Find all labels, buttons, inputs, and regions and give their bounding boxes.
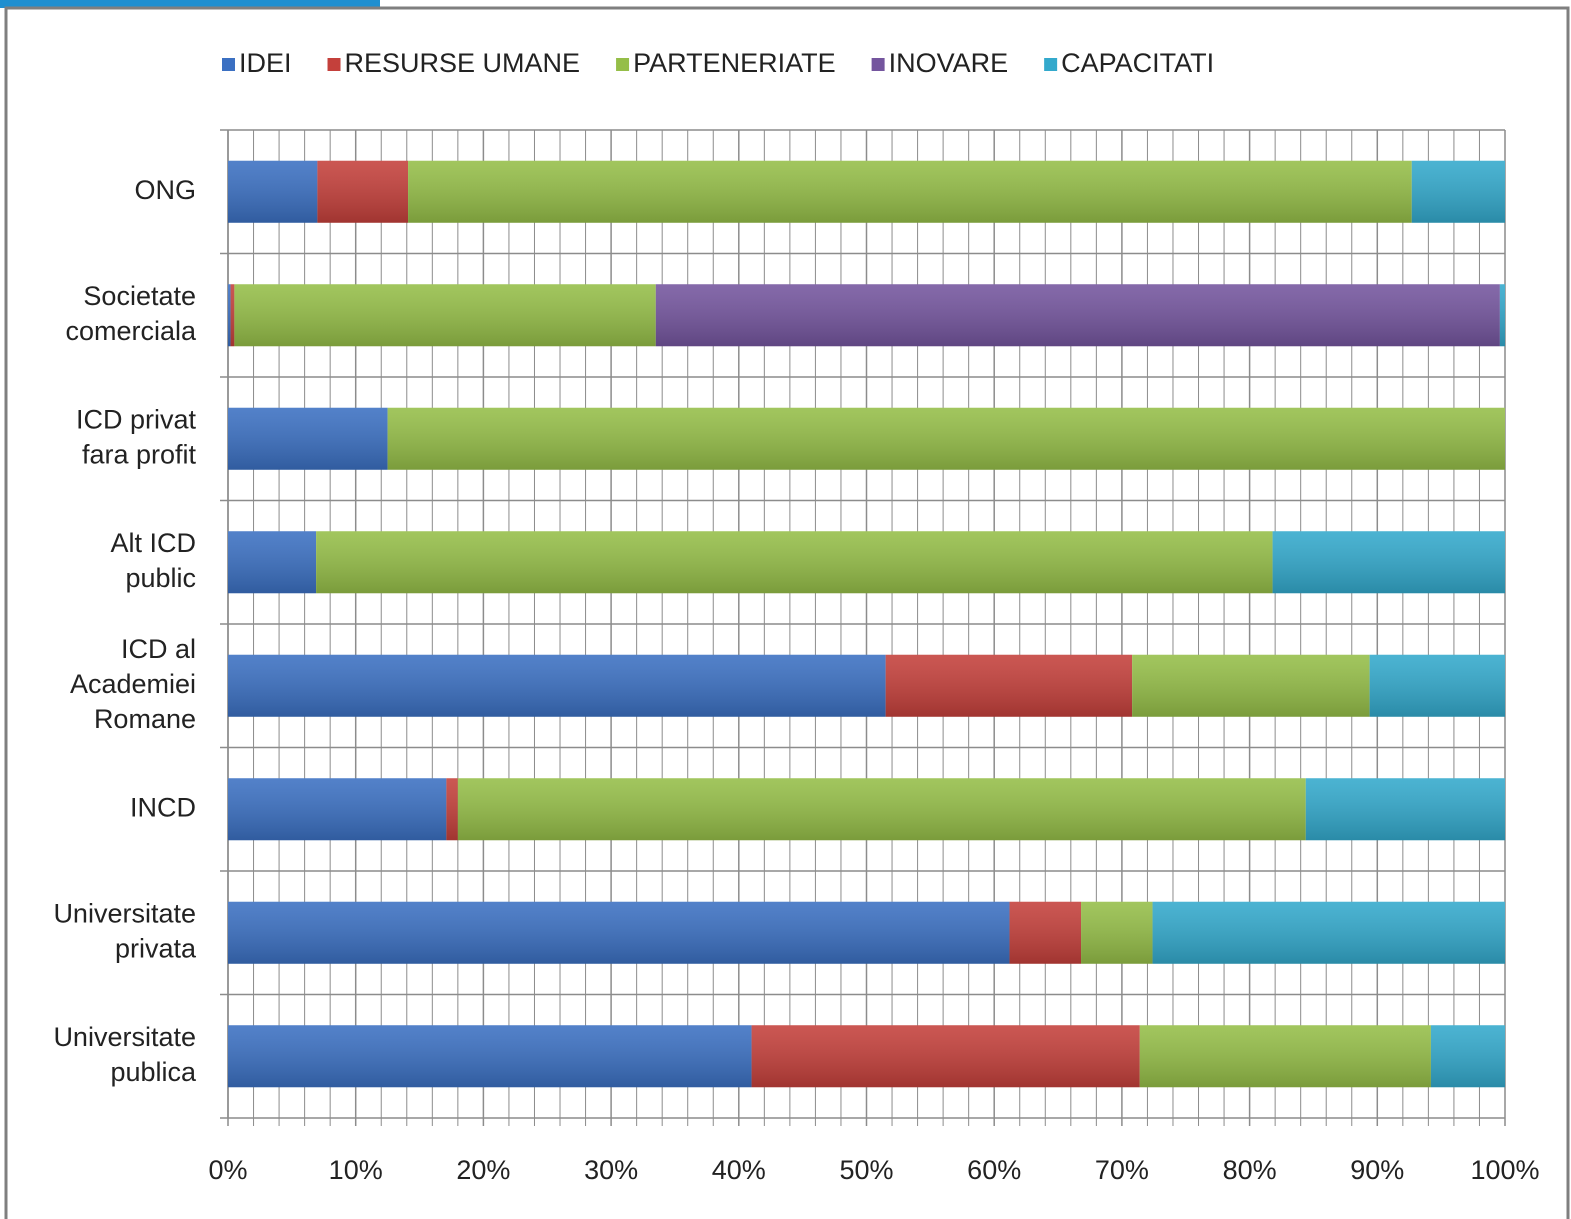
x-tick-label: 70% bbox=[1095, 1155, 1149, 1185]
x-tick-label: 20% bbox=[456, 1155, 510, 1185]
x-tick-label: 30% bbox=[584, 1155, 638, 1185]
bar-shade bbox=[1305, 778, 1505, 841]
bar-shade bbox=[228, 531, 317, 594]
bar-shade bbox=[1132, 654, 1370, 717]
bar-shade bbox=[228, 778, 447, 841]
bar-shade bbox=[751, 1025, 1140, 1088]
bar-shade bbox=[234, 284, 656, 347]
y-tick-label: Academiei bbox=[70, 669, 196, 699]
bar-shade bbox=[316, 531, 1273, 594]
legend-swatch bbox=[616, 58, 630, 71]
bar-shade bbox=[1499, 284, 1505, 347]
x-tick-label: 0% bbox=[208, 1155, 247, 1185]
y-tick-label: ICD privat bbox=[76, 404, 197, 434]
bar-shade bbox=[885, 654, 1133, 717]
bar-shade bbox=[228, 1025, 752, 1088]
frame bbox=[4, 6, 1570, 1219]
bar-shade bbox=[387, 407, 1505, 470]
bar-shade bbox=[1081, 901, 1153, 964]
y-tick-label: INCD bbox=[130, 792, 196, 822]
bar-shade bbox=[317, 160, 409, 223]
y-tick-label: Universitate bbox=[53, 1022, 196, 1052]
x-tick-label: 80% bbox=[1223, 1155, 1277, 1185]
bar-shade bbox=[457, 778, 1306, 841]
y-tick-label: Alt ICD bbox=[110, 528, 196, 558]
x-tick-label: 10% bbox=[329, 1155, 383, 1185]
x-tick-label: 50% bbox=[839, 1155, 893, 1185]
bar-shade bbox=[408, 160, 1412, 223]
labels: 0% 10% 20% 30% 40% 50% 60% 70% 80% 90% 100% ONG Soci… bbox=[53, 48, 1539, 1185]
x-tick-label: 40% bbox=[712, 1155, 766, 1185]
bar-shade bbox=[1411, 160, 1505, 223]
y-tick-label: Romane bbox=[94, 704, 196, 734]
x-tick-label: 90% bbox=[1350, 1155, 1404, 1185]
y-tick-label: publica bbox=[110, 1057, 197, 1087]
y-tick-label: comerciala bbox=[65, 316, 197, 346]
bar-shade bbox=[228, 407, 388, 470]
bar-shade bbox=[1139, 1025, 1431, 1088]
y-tick-label: ONG bbox=[134, 175, 196, 205]
y-tick-label: privata bbox=[115, 933, 197, 963]
legend-swatch bbox=[871, 58, 885, 71]
legend-swatch bbox=[1044, 58, 1058, 71]
bar-shade bbox=[228, 654, 886, 717]
bar-shade bbox=[1152, 901, 1505, 964]
bar-shade bbox=[228, 160, 318, 223]
logo-strip bbox=[0, 0, 380, 8]
legend-label: PARTENERIATE bbox=[633, 48, 836, 78]
legend-swatch bbox=[222, 58, 235, 71]
legend-label: RESURSE UMANE bbox=[345, 48, 581, 78]
legend-label: CAPACITATI bbox=[1061, 48, 1214, 78]
x-tick-label: 60% bbox=[967, 1155, 1021, 1185]
bar-shade bbox=[1272, 531, 1505, 594]
legend-label: INOVARE bbox=[889, 48, 1009, 78]
bar-shade bbox=[446, 778, 458, 841]
bar-shade bbox=[1369, 654, 1505, 717]
bar-shade bbox=[655, 284, 1500, 347]
bar-shade bbox=[230, 284, 235, 347]
bar-shade bbox=[228, 901, 1010, 964]
bar-shade bbox=[1009, 901, 1082, 964]
y-tick-label: public bbox=[125, 563, 196, 593]
bars bbox=[228, 160, 1505, 1088]
y-tick-label: Societate bbox=[83, 281, 196, 311]
x-tick-label: 100% bbox=[1470, 1155, 1539, 1185]
y-tick-label: fara profit bbox=[82, 439, 197, 469]
legend-swatch bbox=[327, 58, 341, 71]
legend-label: IDEI bbox=[239, 48, 292, 78]
bar-shade bbox=[1430, 1025, 1505, 1088]
bar-shade bbox=[228, 284, 231, 347]
y-tick-label: ICD al bbox=[121, 634, 196, 664]
y-tick-label: Universitate bbox=[53, 898, 196, 928]
